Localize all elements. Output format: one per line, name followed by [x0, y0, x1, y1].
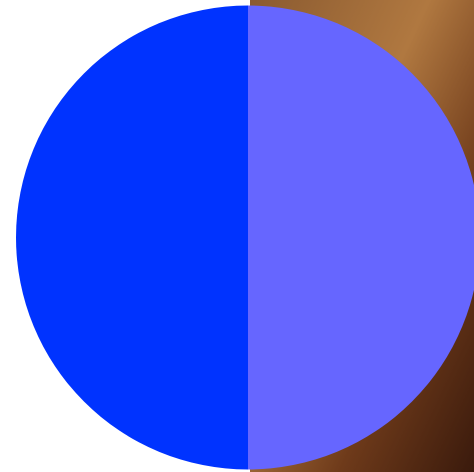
pie — [16, 5, 474, 470]
pie-slice — [16, 5, 249, 470]
pie-slice — [248, 5, 474, 470]
